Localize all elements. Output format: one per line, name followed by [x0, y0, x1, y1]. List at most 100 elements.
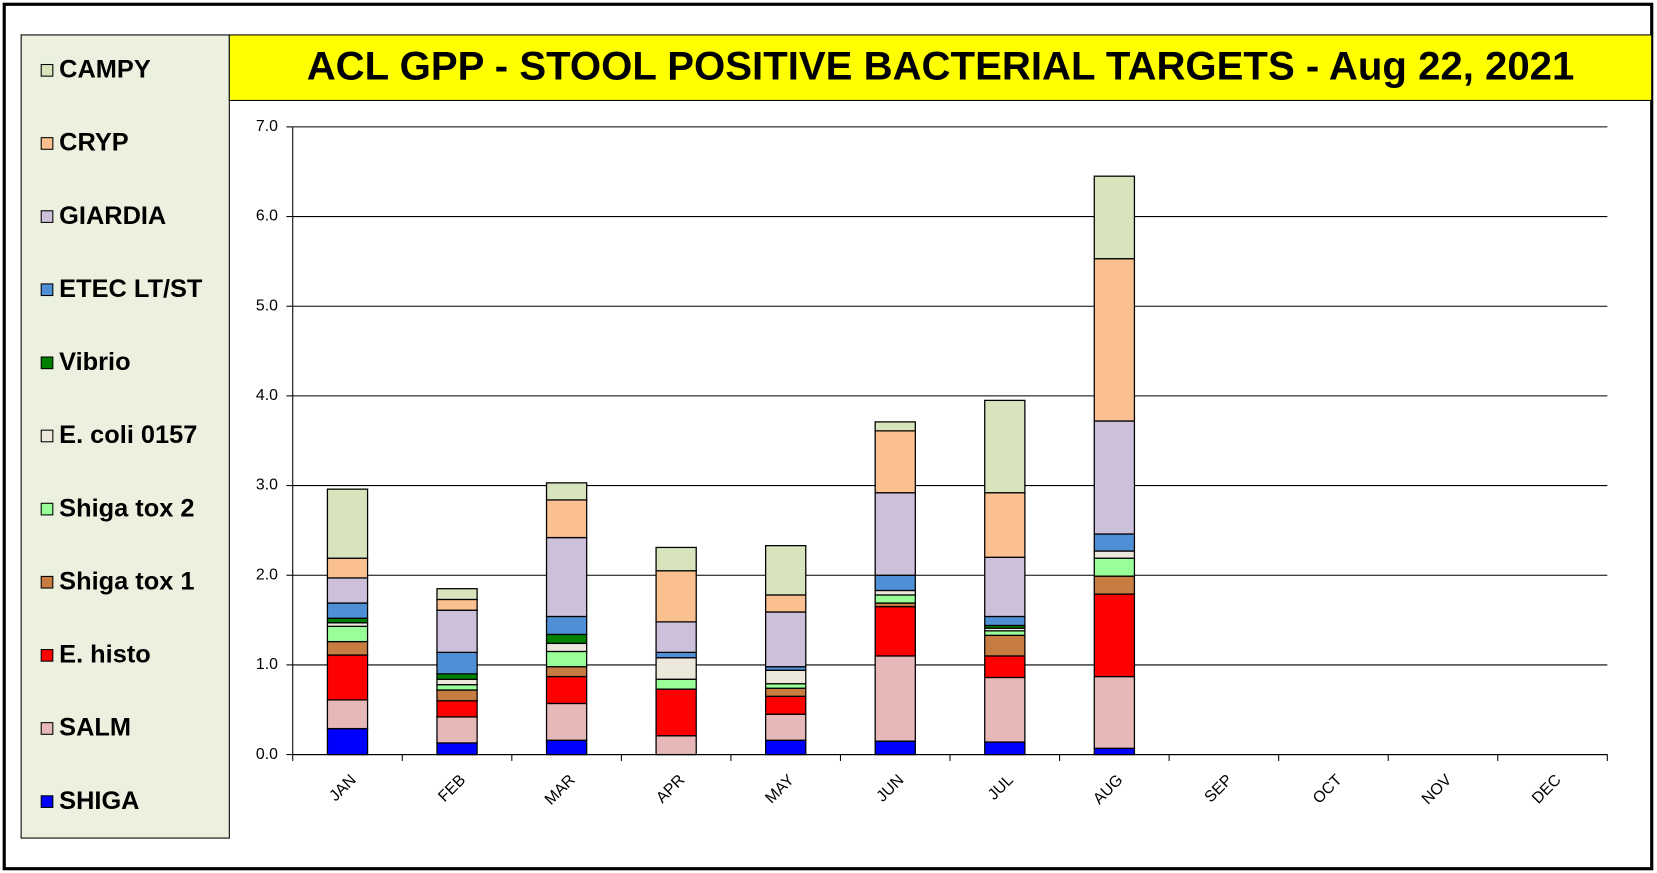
- bar-segment: [436, 716, 478, 744]
- bar-segment: [436, 673, 478, 680]
- bar-segment: [764, 739, 807, 756]
- bar-segment: [984, 492, 1026, 558]
- bar-segment: [655, 657, 697, 680]
- bar-segment: [874, 655, 916, 742]
- bar-segment: [655, 688, 697, 737]
- bar-segment: [436, 742, 478, 756]
- legend-swatch: [40, 210, 54, 223]
- bar-segment: [545, 615, 588, 636]
- bar-segment: [764, 687, 807, 697]
- legend-box: [20, 34, 230, 839]
- bar-segment: [326, 640, 369, 656]
- bar-segment: [874, 589, 916, 596]
- bar-segment: [764, 545, 807, 596]
- legend-swatch: [40, 649, 54, 662]
- bar-segment: [984, 399, 1026, 494]
- bar-segment: [874, 430, 916, 494]
- legend-swatch: [40, 722, 54, 735]
- bar-segment: [326, 488, 369, 559]
- legend-swatch: [40, 283, 54, 297]
- bar-segment: [436, 684, 478, 691]
- legend-swatch: [40, 429, 54, 443]
- bar-segment: [326, 625, 369, 643]
- bar-segment: [764, 594, 807, 613]
- legend-swatch: [40, 63, 54, 77]
- bar-segment: [545, 633, 588, 645]
- bar-segment: [436, 598, 478, 611]
- bar-segment: [436, 651, 478, 675]
- bar-segment: [436, 678, 478, 686]
- bar-segment: [1093, 175, 1136, 260]
- bar-segment: [655, 621, 697, 653]
- y-tick-label: 1.0: [256, 656, 278, 673]
- bar-segment: [545, 499, 588, 539]
- bar-segment: [326, 654, 369, 701]
- legend-label: GIARDIA: [59, 202, 166, 230]
- bar-segment: [764, 695, 807, 715]
- bar-segment: [764, 611, 807, 668]
- legend-swatch: [40, 137, 54, 150]
- bar-segment: [545, 675, 588, 705]
- bar-segment: [545, 536, 588, 618]
- title-box: [228, 34, 1653, 101]
- bar-segment: [1093, 420, 1136, 535]
- legend-label: Shiga tox 2: [59, 494, 194, 522]
- bar-segment: [655, 546, 697, 572]
- bar-segment: [874, 421, 916, 432]
- bar-segment: [326, 727, 369, 756]
- bar-segment: [874, 594, 916, 604]
- bar-segment: [984, 634, 1026, 657]
- bar-segment: [1093, 550, 1136, 559]
- bar-segment: [545, 642, 588, 653]
- bar-segment: [874, 574, 916, 592]
- bar-segment: [1093, 593, 1136, 678]
- y-tick-label: 2.0: [256, 566, 278, 583]
- legend-label: SHIGA: [59, 787, 139, 815]
- chart-title: ACL GPP - STOOL POSITIVE BACTERIAL TARGE…: [307, 43, 1575, 88]
- bar-segment: [545, 702, 588, 741]
- bar-segment: [655, 570, 697, 623]
- legend-label: Vibrio: [59, 348, 130, 376]
- y-tick-label: 4.0: [256, 387, 278, 404]
- bar-segment: [764, 669, 807, 685]
- bar-segment: [545, 739, 588, 756]
- y-tick-label: 7.0: [256, 118, 278, 135]
- bar-segment: [436, 588, 478, 601]
- bar-segment: [326, 699, 369, 730]
- legend-label: Shiga tox 1: [59, 567, 194, 595]
- bar-segment: [874, 605, 916, 657]
- legend-swatch: [40, 502, 54, 516]
- legend-label: E. histo: [59, 641, 151, 669]
- legend-label: ETEC LT/ST: [59, 275, 203, 303]
- bar-segment: [984, 556, 1026, 618]
- bar-segment: [326, 602, 369, 619]
- legend-swatch: [40, 575, 54, 589]
- bar-segment: [326, 577, 369, 604]
- bar-segment: [1093, 747, 1136, 756]
- bar-segment: [1093, 557, 1136, 577]
- y-tick-label: 3.0: [256, 477, 278, 494]
- y-tick-label: 0.0: [256, 746, 278, 763]
- bar-segment: [1093, 575, 1136, 595]
- bar-segment: [1093, 533, 1136, 552]
- bar-segment: [764, 713, 807, 741]
- bar-segment: [984, 655, 1026, 679]
- bar-segment: [436, 689, 478, 702]
- y-tick-label: 6.0: [256, 208, 278, 225]
- bar-segment: [874, 492, 916, 576]
- legend-label: CRYP: [59, 129, 129, 157]
- bar-segment: [436, 609, 478, 653]
- bar-segment: [984, 741, 1026, 756]
- bar-segment: [545, 482, 588, 501]
- bar-segment: [1093, 675, 1136, 749]
- bar-segment: [545, 650, 588, 668]
- bar-segment: [326, 617, 369, 624]
- bar-segment: [764, 683, 807, 689]
- bar-segment: [984, 630, 1026, 636]
- bar-segment: [655, 678, 697, 690]
- legend-label: SALM: [59, 714, 131, 742]
- bar-segment: [655, 651, 697, 659]
- bar-segment: [545, 666, 588, 678]
